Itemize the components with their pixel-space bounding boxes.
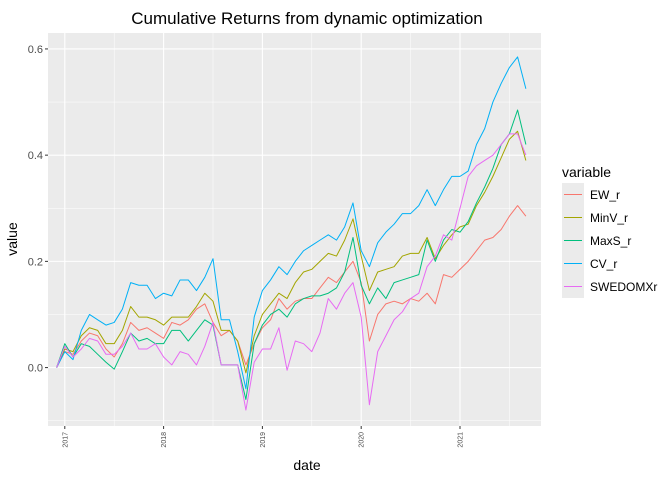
x-tick-label: 2017 <box>62 432 69 448</box>
series-line-cv-r <box>56 56 527 390</box>
y-tick-label: 0.4 <box>28 150 43 162</box>
series-lines <box>56 56 527 411</box>
x-tick-label: 2020 <box>359 432 366 448</box>
major-grid <box>48 33 541 426</box>
legend-label: MaxS_r <box>590 234 631 248</box>
series-line-maxs-r <box>56 109 527 400</box>
series-line-minv-r <box>56 130 527 374</box>
y-tick-label: 0.0 <box>28 363 43 375</box>
legend-title: variable <box>562 164 611 180</box>
minor-grid <box>48 33 541 426</box>
x-tick-label: 2021 <box>457 432 464 448</box>
legend-label: SWEDOMXr <box>590 280 657 294</box>
y-tick-label: 0.6 <box>28 44 43 56</box>
x-axis-title: date <box>293 457 320 473</box>
legend-label: EW_r <box>590 188 620 202</box>
y-axis-title: value <box>4 222 20 256</box>
series-line-swedomxr <box>56 133 527 411</box>
legend-label: CV_r <box>590 257 617 271</box>
chart-title: Cumulative Returns from dynamic optimiza… <box>131 9 482 28</box>
x-tick-label: 2019 <box>260 432 267 448</box>
x-tick-label: 2018 <box>161 432 168 448</box>
y-tick-label: 0.2 <box>28 256 43 268</box>
x-axis-ticks: 2017 2018 2019 2020 2021 <box>62 426 464 448</box>
series-line-ew-r <box>56 205 527 368</box>
plot-panel <box>48 33 541 426</box>
legend-label: MinV_r <box>590 211 628 225</box>
y-axis-ticks: 0.0 0.2 0.4 0.6 <box>28 44 48 375</box>
legend: variable EW_r MinV_r MaxS_r CV_r SWEDOMXr <box>562 164 657 298</box>
